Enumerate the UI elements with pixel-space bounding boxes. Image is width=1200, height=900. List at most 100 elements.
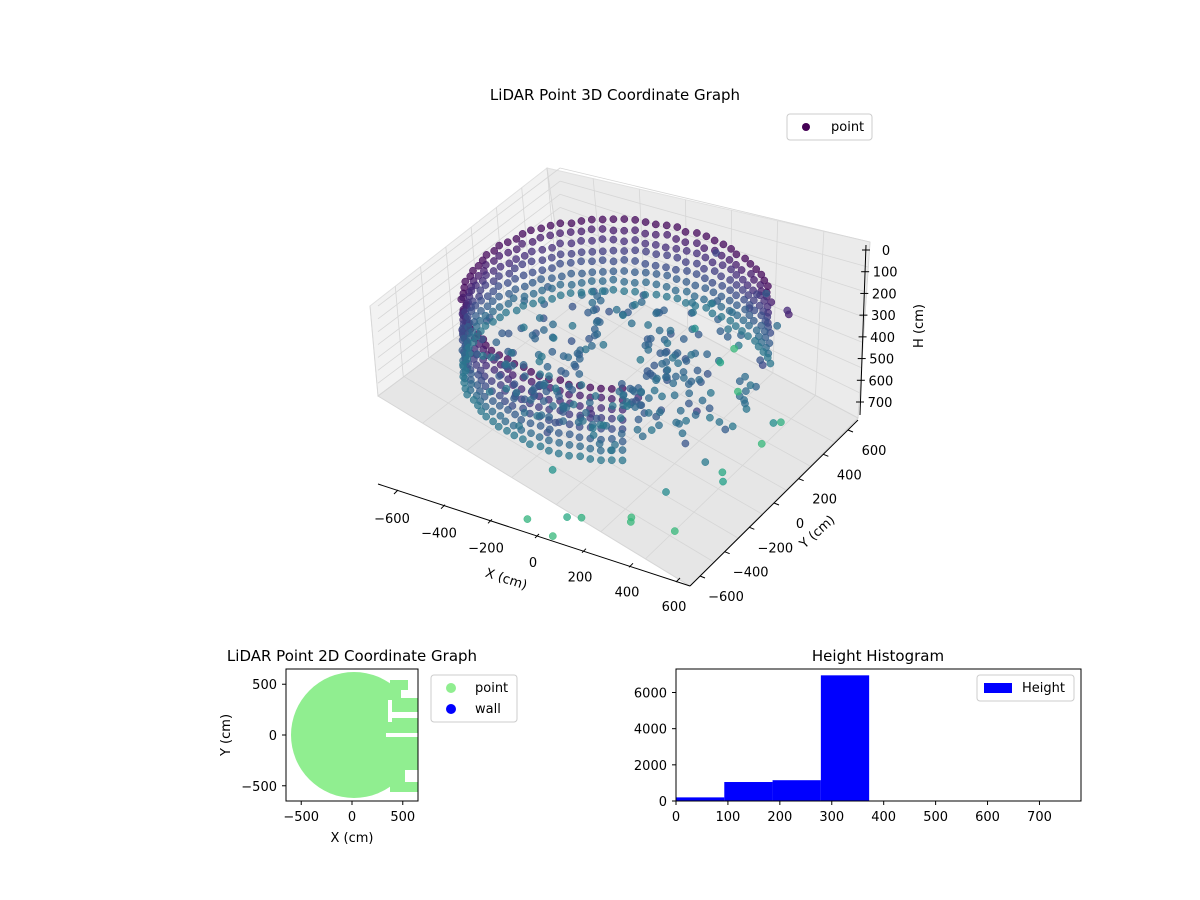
- point-marker: [653, 374, 661, 383]
- point-marker: [682, 247, 691, 255]
- point-marker: [557, 367, 566, 375]
- point-marker: [633, 425, 642, 434]
- point-marker: [641, 229, 650, 238]
- point-marker: [599, 340, 608, 349]
- point-marker: [611, 440, 619, 449]
- x-tick-label: −200: [468, 541, 504, 556]
- x-tick-label: 400: [615, 585, 640, 600]
- point-marker: [548, 243, 556, 252]
- point-marker: [526, 396, 535, 404]
- point-marker: [518, 239, 526, 248]
- point-marker: [586, 444, 595, 453]
- point-marker: [518, 230, 527, 238]
- grid-line: [377, 193, 561, 333]
- histogram-frame: [675, 668, 1082, 802]
- point-marker: [536, 442, 545, 451]
- point-marker: [496, 313, 504, 322]
- point-marker: [673, 294, 682, 303]
- point-marker: [477, 307, 485, 315]
- point-marker: [556, 250, 565, 259]
- point-marker: [701, 253, 710, 262]
- y-tick-label: 200: [812, 493, 837, 508]
- point-marker: [661, 243, 670, 252]
- point-marker: [670, 527, 679, 535]
- point-marker: [473, 381, 482, 389]
- point-marker: [706, 389, 715, 397]
- legend-2d-point-marker: [446, 683, 456, 693]
- point-marker: [545, 446, 553, 455]
- point-marker: [599, 268, 607, 276]
- point-marker: [505, 289, 513, 298]
- point-marker: [592, 414, 601, 423]
- point-marker: [490, 366, 499, 374]
- point-marker: [681, 238, 690, 247]
- point-marker: [536, 233, 545, 242]
- point-marker: [520, 292, 529, 301]
- histogram-bar: [772, 780, 821, 801]
- x-axis-line: [377, 483, 691, 587]
- point-marker: [512, 306, 521, 315]
- point-marker: [651, 241, 660, 249]
- point-marker: [754, 342, 763, 351]
- z-tick-label: 300: [871, 309, 896, 324]
- point-marker: [745, 311, 754, 320]
- point-marker: [527, 429, 535, 438]
- point-marker: [685, 389, 694, 398]
- point-marker: [637, 298, 646, 306]
- plot-2d-title: LiDAR Point 2D Coordinate Graph: [227, 647, 477, 665]
- x-tick-label-hist: 700: [1027, 810, 1052, 825]
- point-marker: [642, 278, 650, 287]
- point-marker: [554, 449, 563, 458]
- point-marker: [616, 414, 625, 422]
- point-marker: [476, 316, 484, 325]
- point-marker: [716, 358, 725, 367]
- point-marker: [483, 292, 492, 301]
- point-marker: [507, 349, 516, 357]
- point-marker: [692, 270, 701, 278]
- point-marker: [671, 286, 680, 295]
- point-marker: [746, 381, 755, 390]
- point-marker: [745, 321, 753, 330]
- point-marker: [582, 408, 590, 417]
- point-marker: [620, 237, 628, 246]
- point-marker: [701, 284, 710, 293]
- x-tick-label-hist: 0: [672, 810, 680, 825]
- point-marker: [527, 377, 536, 386]
- point-marker: [496, 262, 505, 271]
- point-marker: [737, 266, 746, 274]
- point-marker: [481, 322, 490, 330]
- legend-hist-label: Height: [1022, 681, 1065, 696]
- legend-hist-box: [976, 674, 1075, 702]
- legend-3d-box: [786, 113, 873, 141]
- point-marker: [641, 218, 650, 226]
- point-marker: [656, 408, 664, 417]
- y-tick-mark: [749, 526, 755, 530]
- histogram-bar: [820, 675, 870, 801]
- legend-hist-swatch: [984, 683, 1012, 693]
- point-marker: [565, 420, 574, 429]
- point-marker: [528, 238, 537, 246]
- point-marker: [728, 308, 736, 317]
- point-marker: [608, 402, 617, 410]
- point-marker: [555, 438, 564, 447]
- point-marker: [719, 477, 727, 486]
- point-marker: [634, 415, 643, 424]
- point-marker: [548, 466, 557, 474]
- z-tick-label: 500: [869, 353, 894, 368]
- point-marker: [618, 456, 627, 465]
- point-marker: [459, 360, 467, 369]
- point-marker: [467, 380, 476, 388]
- point-marker: [589, 424, 597, 432]
- point-marker: [708, 278, 717, 287]
- point-marker: [511, 410, 519, 419]
- point-marker: [718, 468, 727, 477]
- point-marker: [538, 245, 547, 254]
- point-marker: [519, 323, 528, 332]
- point-marker: [652, 309, 661, 318]
- point-marker: [710, 236, 719, 245]
- point-marker: [646, 334, 655, 343]
- point-marker: [769, 419, 778, 427]
- y-tick-mark: [847, 429, 854, 433]
- point-marker: [672, 235, 680, 243]
- y-tick-mark: [798, 478, 804, 482]
